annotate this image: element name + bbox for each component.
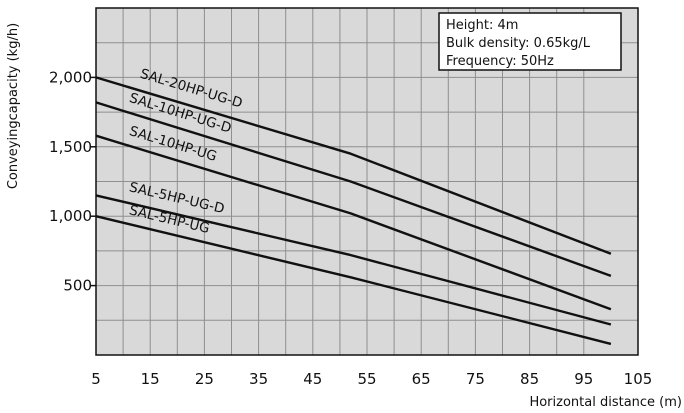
x-tick-label: 75 [466,370,485,388]
info-box-frame [438,12,622,71]
info-frequency: Frequency: 50Hz [446,54,554,69]
x-tick-label: 15 [141,370,160,388]
x-tick-label: 105 [624,370,653,388]
x-tick-labels: 5 15 25 35 45 55 65 75 85 95 105 [91,370,652,388]
info-annotation-box: Height: 4m Bulk density: 0.65kg/L Freque… [438,12,622,71]
y-axis-title: Conveyingcapacity (kg/h) [6,23,21,189]
y-tick-label: 1,500 [49,138,92,156]
series-layer [95,76,612,346]
series-line [95,134,612,311]
info-bulk-density: Bulk density: 0.65kg/L [446,36,591,51]
x-tick-label: 55 [357,370,376,388]
x-tick-label: 5 [91,370,101,388]
info-height: Height: 4m [446,18,518,33]
x-tick-label: 65 [412,370,431,388]
x-tick-label: 85 [520,370,539,388]
x-tick-label: 35 [249,370,268,388]
series-line [95,101,612,278]
plot-frame [95,7,639,356]
series-line [95,194,612,326]
x-tick-label: 95 [574,370,593,388]
y-tick-label: 1,000 [49,207,92,225]
series-line [95,215,612,346]
x-axis-title: Horizontal distance (m) [529,395,682,410]
x-tick-label: 25 [195,370,214,388]
series-line [95,76,612,255]
y-tick-labels: 500 1,000 1,500 2,000 [49,68,96,295]
x-tick-label: 45 [303,370,322,388]
y-tick-label: 2,000 [49,68,92,86]
y-tick-label: 500 [63,277,92,295]
